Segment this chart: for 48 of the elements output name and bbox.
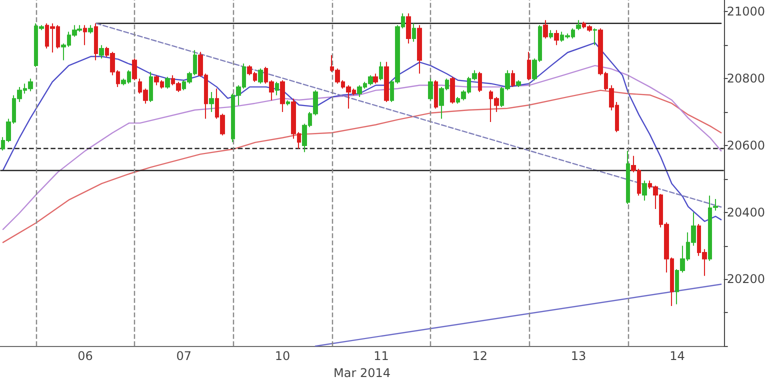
candlestick [554,30,559,46]
candlestick [132,58,137,81]
candlestick [549,30,553,39]
x-axis-title: Mar 2014 [334,366,391,380]
y-tick-label: 21000 [726,4,766,19]
candlestick [527,51,531,81]
y-tick-label: 20800 [726,72,766,86]
y-tick-label: 20600 [726,138,766,152]
x-tick-label: 12 [472,349,488,364]
candlestick [94,22,98,61]
candlestick [412,22,416,42]
x-tick-label: 06 [78,349,93,364]
candlestick [428,78,433,101]
y-tick-label: 20200 [726,272,766,286]
candlestick [543,20,548,39]
y-tick-label: 20400 [726,205,766,220]
candlestick [626,150,630,204]
x-tick-label: 11 [374,349,389,364]
candlestick [450,76,455,104]
x-tick-label: 10 [274,349,290,364]
candlestick [275,81,279,96]
candlestick [511,70,515,88]
x-tick-label: 07 [176,349,192,364]
candlestick [516,80,521,88]
candlestick [379,61,383,81]
candlestick [406,12,411,44]
candlestick [165,76,170,90]
candlestick [576,20,581,31]
candlestick [642,180,647,202]
candlestick [83,24,87,46]
line-series [2,42,722,222]
candlestick [478,71,482,92]
candlestick [99,44,104,60]
candlestick [88,24,93,34]
candlestick [209,91,214,113]
candlestick [384,61,389,102]
candlestick [149,71,153,102]
candlestick [373,73,378,84]
candlestick [593,28,597,46]
x-tick-label: 13 [570,349,586,364]
candlestick [417,24,422,74]
candlestick [258,68,263,84]
candlestick [434,80,438,110]
x-tick-label: 14 [670,349,685,364]
line-series [2,64,722,230]
candlestick [286,100,290,106]
line-series [2,90,722,244]
candlestick [280,80,285,113]
